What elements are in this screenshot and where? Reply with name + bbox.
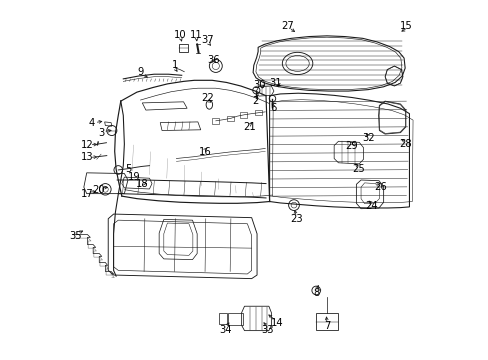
- Text: 35: 35: [69, 231, 81, 240]
- Text: 20: 20: [92, 185, 104, 195]
- Text: 21: 21: [243, 122, 256, 132]
- Text: 7: 7: [323, 321, 329, 331]
- Text: 37: 37: [201, 35, 214, 45]
- Text: 5: 5: [124, 164, 131, 174]
- Text: 23: 23: [289, 215, 302, 224]
- Bar: [240, 112, 247, 118]
- Text: 25: 25: [351, 164, 364, 174]
- Bar: [255, 110, 262, 116]
- Text: 18: 18: [136, 179, 148, 189]
- Text: 22: 22: [201, 93, 214, 103]
- Text: 6: 6: [269, 103, 276, 113]
- Text: 29: 29: [345, 141, 358, 151]
- Text: 33: 33: [261, 325, 273, 335]
- Text: 15: 15: [399, 21, 411, 31]
- Bar: [226, 116, 233, 121]
- Text: 2: 2: [251, 96, 258, 106]
- Text: 24: 24: [365, 201, 377, 211]
- Text: 26: 26: [374, 182, 386, 192]
- Text: 8: 8: [312, 288, 319, 298]
- Text: 10: 10: [173, 30, 186, 40]
- Text: 30: 30: [253, 80, 265, 90]
- Text: 27: 27: [281, 21, 293, 31]
- Text: 14: 14: [270, 319, 283, 328]
- Text: 34: 34: [219, 325, 232, 335]
- Text: 28: 28: [399, 139, 411, 149]
- Text: 12: 12: [81, 140, 94, 150]
- Text: 16: 16: [198, 147, 211, 157]
- Text: 17: 17: [81, 189, 94, 199]
- Text: 13: 13: [81, 152, 94, 162]
- Text: 3: 3: [98, 129, 104, 138]
- Bar: [211, 118, 218, 124]
- Text: 4: 4: [89, 118, 95, 128]
- Text: 31: 31: [269, 78, 282, 88]
- Text: 1: 1: [171, 60, 178, 70]
- Text: 19: 19: [127, 172, 140, 183]
- Text: 36: 36: [207, 55, 220, 65]
- Text: 11: 11: [189, 30, 202, 40]
- Text: 9: 9: [137, 67, 143, 77]
- Text: 32: 32: [361, 133, 374, 143]
